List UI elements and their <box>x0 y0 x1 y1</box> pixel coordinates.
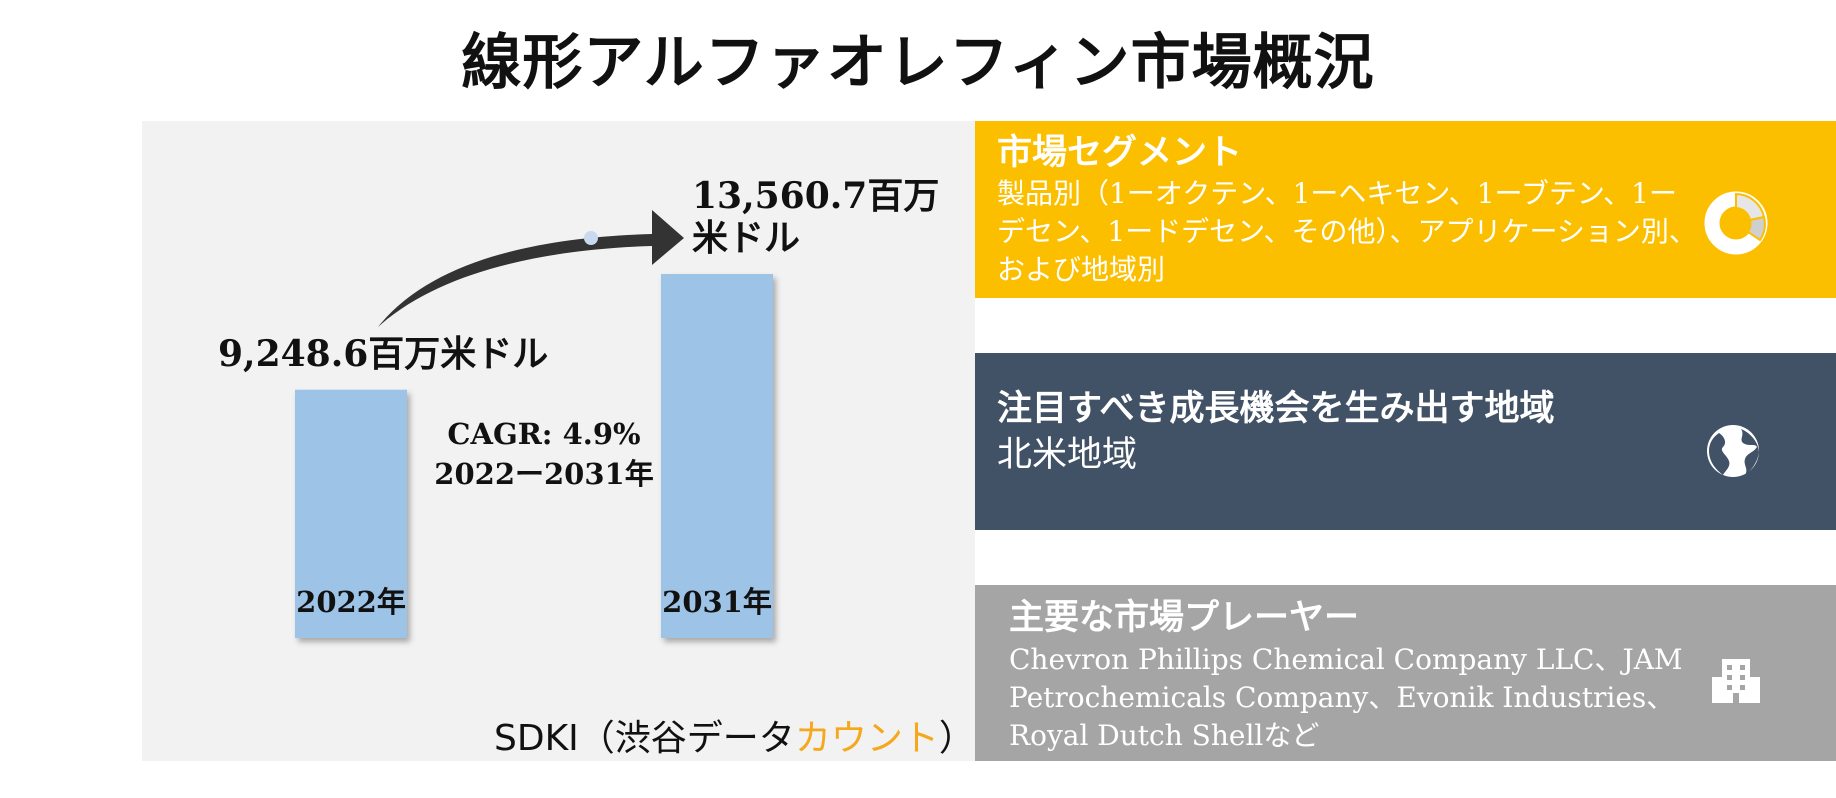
source-accent: カウント <box>794 718 939 759</box>
cagr-value: CAGR: 4.9% <box>447 417 641 451</box>
bar-1 <box>661 274 773 638</box>
bar-0 <box>295 389 407 638</box>
bars-group: 2022年 2031年 <box>295 274 773 638</box>
value-label-2031: 13,560.7百万 米ドル <box>692 175 940 259</box>
players-body: Chevron Phillips Chemical Company LLC、JA… <box>1009 643 1683 752</box>
growth-arrow <box>378 210 684 327</box>
region-card: 注目すべき成長機会を生み出す地域 北米地域 <box>975 353 1836 530</box>
source-prefix: SDKI（渋谷データ <box>494 718 795 759</box>
globe-icon <box>1707 425 1759 477</box>
segments-body: 製品別（1ーオクテン、1ーヘキセン、1ーブテン、1ーデセン、1ードデセン、その他… <box>997 177 1697 286</box>
bar-chart: 2022年 2031年 <box>295 210 773 638</box>
value-label-2022: 9,248.6百万米ドル <box>218 333 549 375</box>
segments-title: 市場セグメント <box>997 132 1243 173</box>
region-title: 注目すべき成長機会を生み出す地域 <box>997 388 1555 429</box>
cagr-annotation: CAGR: 4.9% 2022ー2031年 <box>414 414 674 494</box>
building-icon <box>1712 659 1760 703</box>
segments-card: 市場セグメント 製品別（1ーオクテン、1ーヘキセン、1ーブテン、1ーデセン、1ー… <box>975 121 1836 298</box>
bar-category-label-0: 2022年 <box>296 585 406 619</box>
players-title: 主要な市場プレーヤー <box>1009 597 1360 638</box>
page-title: 線形アルファオレフィン市場概況 <box>461 28 1375 98</box>
arrow-dot <box>584 231 598 245</box>
bar-category-label-1: 2031年 <box>662 585 772 619</box>
region-body: 北米地域 <box>997 435 1138 475</box>
players-card: 主要な市場プレーヤー Chevron Phillips Chemical Com… <box>975 585 1836 761</box>
source-credit: SDKI（渋谷データカウント） <box>494 709 975 761</box>
chart-panel: 2022年 2031年 9,248.6百万米ドル 13,560.7百万 米ドル C… <box>142 121 975 761</box>
donut-chart-icon <box>1704 191 1768 255</box>
cagr-period: 2022ー2031年 <box>434 457 654 491</box>
source-suffix: ） <box>938 718 975 759</box>
